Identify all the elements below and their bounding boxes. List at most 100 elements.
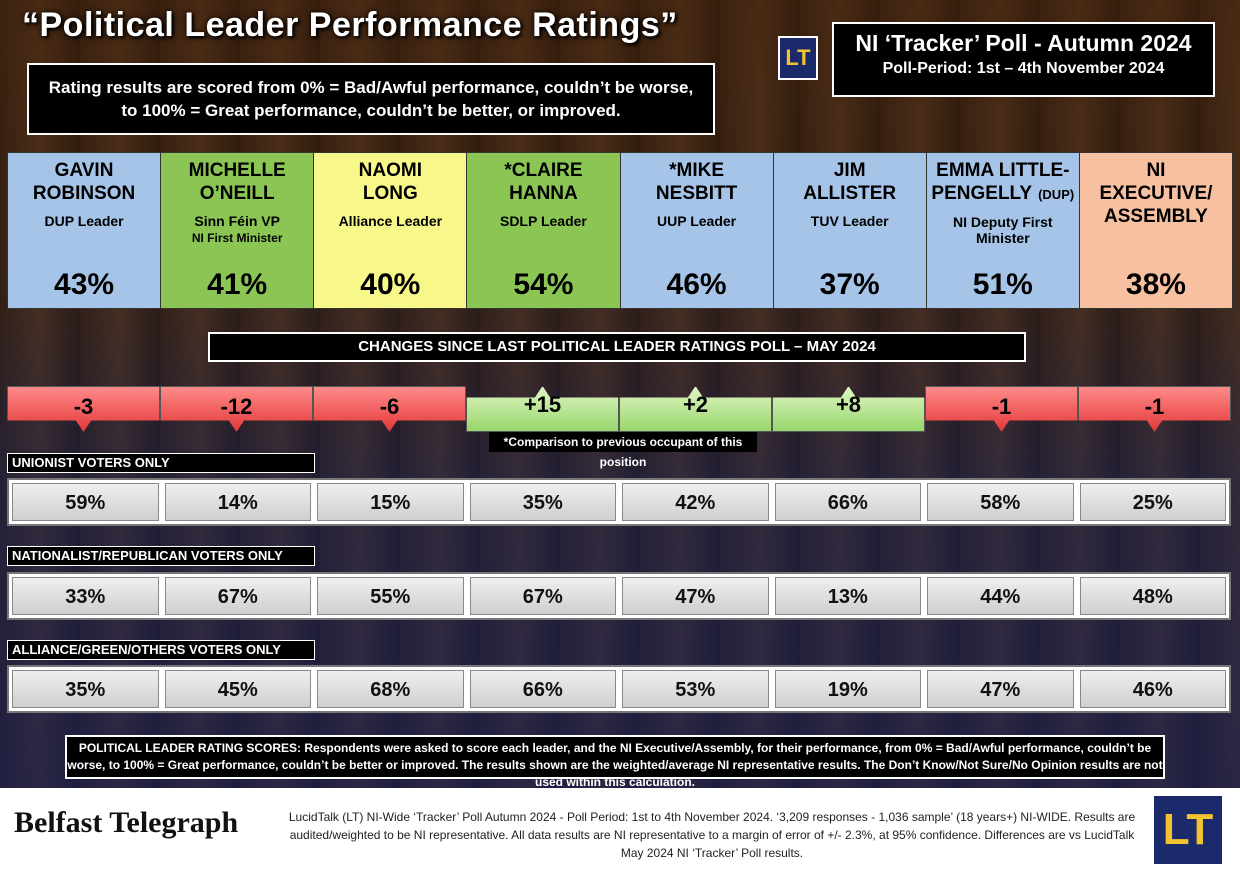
leader-name-line-3: ASSEMBLY <box>1104 206 1208 227</box>
segment-label-unionist: UNIONIST VOTERS ONLY <box>7 453 315 473</box>
segment-row-nationalist: 33% 67% 55% 67% 47% 13% 44% 48% <box>7 572 1231 620</box>
leader-rating: 41% <box>207 268 268 301</box>
intro-line-2: to 100% = Great performance, couldn’t be… <box>121 101 621 120</box>
leader-name-line-1: GAVIN <box>54 160 114 181</box>
poll-info-box: NI ‘Tracker’ Poll - Autumn 2024 Poll-Per… <box>832 22 1215 97</box>
leader-name-line-1: NI <box>1146 160 1166 181</box>
leader-name-line-1: NAOMI <box>358 160 422 181</box>
change-value: +15 <box>523 392 562 417</box>
segment-value: 53% <box>622 670 769 708</box>
segment-value: 46% <box>1079 670 1226 708</box>
changes-row: -3 -12 -6 +15 +2 +8 -1 -1 <box>7 386 1231 432</box>
change-value: -3 <box>73 394 94 419</box>
footer: Belfast Telegraph LucidTalk (LT) NI-Wide… <box>0 788 1240 874</box>
leader-card: GAVIN ROBINSON DUP Leader 43% <box>8 153 162 308</box>
leader-rating: 51% <box>972 268 1033 301</box>
intro-line-1: Rating results are scored from 0% = Bad/… <box>48 78 694 97</box>
change-value: +2 <box>682 392 709 417</box>
segment-row-alliance: 35% 45% 68% 66% 53% 19% 47% 46% <box>7 665 1231 713</box>
leader-role: NI Deputy First Minister <box>953 214 1053 246</box>
leader-role: TUV Leader <box>810 213 889 229</box>
change-value: -6 <box>379 394 400 419</box>
change-down-arrow: -1 <box>1078 386 1231 432</box>
leader-card: *MIKE NESBITT UUP Leader 46% <box>620 153 774 308</box>
segment-value: 58% <box>927 483 1074 521</box>
change-up-arrow: +8 <box>772 386 925 432</box>
segment-value: 45% <box>164 670 311 708</box>
change-value: +8 <box>835 392 862 417</box>
leader-role: Sinn Féin VP <box>194 213 280 229</box>
leader-name: JIM ALLISTER <box>774 159 926 205</box>
poll-period: Poll-Period: 1st – 4th November 2024 <box>882 60 1165 77</box>
leader-name: *MIKE NESBITT <box>621 159 773 205</box>
leader-name-line-1: EMMA LITTLE- <box>936 160 1070 181</box>
segment-value: 42% <box>622 483 769 521</box>
segment-value: 25% <box>1079 483 1226 521</box>
change-value: -1 <box>1144 394 1165 419</box>
leader-name-line-2-text: LONG <box>362 183 418 204</box>
segment-value: 47% <box>927 670 1074 708</box>
leader-rating: 37% <box>819 268 880 301</box>
change-up-arrow: +15 <box>466 386 619 432</box>
changes-heading: CHANGES SINCE LAST POLITICAL LEADER RATI… <box>208 332 1026 362</box>
segment-value: 35% <box>12 670 159 708</box>
leader-name: MICHELLE O’NEILL <box>161 159 313 205</box>
leader-party-suffix: (DUP) <box>1038 187 1075 202</box>
leader-card: MICHELLE O’NEILL Sinn Féin VP NI First Mini… <box>161 153 315 308</box>
leader-name-line-1: *MIKE <box>669 160 725 181</box>
lucidtalk-logo-small: LT <box>778 36 818 80</box>
leader-name-line-2: EXECUTIVE/ <box>1080 182 1232 205</box>
footer-text: LucidTalk (LT) NI-Wide ‘Tracker’ Poll Au… <box>288 810 1136 860</box>
leader-card: EMMA LITTLE- PENGELLY (DUP) NI Deputy First… <box>926 153 1080 308</box>
segment-value: 66% <box>774 483 921 521</box>
methodology-notes: POLITICAL LEADER RATING SCORES: Responde… <box>65 735 1165 789</box>
segment-value: 33% <box>12 577 159 615</box>
belfast-telegraph-logo: Belfast Telegraph <box>14 806 239 839</box>
leader-name-line-2-text: EXECUTIVE/ <box>1099 183 1213 204</box>
segment-value: 14% <box>164 483 311 521</box>
leader-name-line-2-text: NESBITT <box>655 183 738 204</box>
leader-name: NAOMI LONG <box>314 159 466 205</box>
leader-name-line-1: *CLAIRE <box>504 160 583 181</box>
leader-role: UUP Leader <box>657 213 737 229</box>
leader-name: *CLAIRE HANNA <box>467 159 619 205</box>
leader-name-line-2: PENGELLY (DUP) <box>927 182 1079 206</box>
intro-box: Rating results are scored from 0% = Bad/… <box>27 63 715 135</box>
segment-value: 59% <box>12 483 159 521</box>
leader-ratings-row: GAVIN ROBINSON DUP Leader 43% MICHELLE O’NEIL… <box>7 152 1233 309</box>
leader-name-line-2-text: ROBINSON <box>32 183 136 204</box>
segment-label-alliance: ALLIANCE/GREEN/OTHERS VOTERS ONLY <box>7 640 315 660</box>
leader-name-line-2-text: O’NEILL <box>199 183 275 204</box>
leader-name-line-2: HANNA <box>467 182 619 205</box>
leader-name-line-2: ROBINSON <box>8 182 160 205</box>
segment-value: 67% <box>164 577 311 615</box>
segment-value: 47% <box>622 577 769 615</box>
page-title: “Political Leader Performance Ratings” <box>22 6 678 44</box>
leader-rating: 40% <box>360 268 421 301</box>
segment-value: 66% <box>469 670 616 708</box>
poll-heading: NI ‘Tracker’ Poll - Autumn 2024 <box>855 30 1192 56</box>
leader-role: SDLP Leader <box>499 213 587 229</box>
comparison-note: *Comparison to previous occupant of this… <box>489 432 757 469</box>
leader-name-line-2: LONG <box>314 182 466 205</box>
leader-card: NI EXECUTIVE/ASSEMBLY 38% <box>1079 153 1232 308</box>
change-up-arrow: +2 <box>619 386 772 432</box>
leader-name-line-2-text: ALLISTER <box>803 183 897 204</box>
segment-value: 55% <box>317 577 464 615</box>
leader-rating: 46% <box>666 268 727 301</box>
segment-value: 15% <box>317 483 464 521</box>
change-down-arrow: -6 <box>313 386 466 432</box>
leader-name-line-1: MICHELLE <box>188 160 286 181</box>
leader-card: NAOMI LONG Alliance Leader 40% <box>314 153 468 308</box>
segment-value: 67% <box>469 577 616 615</box>
leader-name-line-2-text: HANNA <box>509 183 578 204</box>
change-down-arrow: -1 <box>925 386 1078 432</box>
segment-value: 13% <box>774 577 921 615</box>
segment-value: 35% <box>469 483 616 521</box>
segment-value: 19% <box>774 670 921 708</box>
leader-card: JIM ALLISTER TUV Leader 37% <box>773 153 927 308</box>
change-value: -1 <box>991 394 1012 419</box>
segment-row-unionist: 59% 14% 15% 35% 42% 66% 58% 25% <box>7 478 1231 526</box>
leader-rating: 54% <box>513 268 574 301</box>
leader-name-line-2-text: PENGELLY <box>931 183 1033 204</box>
